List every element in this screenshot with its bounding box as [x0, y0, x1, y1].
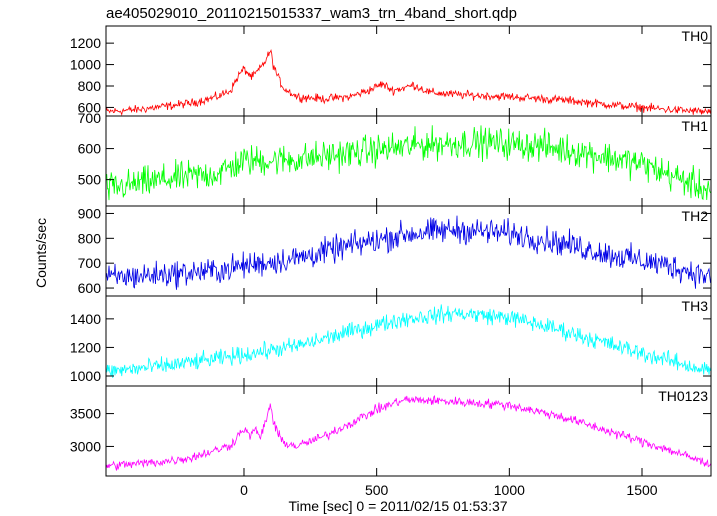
x-axis-label: Time [sec] 0 = 2011/02/15 01:53:37	[288, 498, 507, 514]
panel-label-th1: TH1	[682, 118, 709, 134]
panel-th0: 600 800 1000 1200 700 TH0	[70, 25, 712, 126]
y-tick-label: 1000	[70, 57, 101, 73]
y-tick-label: 800	[78, 230, 102, 246]
panel-th0123: 3000 3500 TH0123	[70, 385, 712, 477]
y-tick-label: 3000	[70, 438, 101, 454]
y-tick-label: 500	[78, 172, 102, 188]
y-tick-label: 600	[78, 99, 102, 115]
panel-frame	[105, 385, 712, 477]
series-th2	[106, 215, 711, 290]
x-tick-label: 1500	[626, 482, 657, 498]
x-axis: 0 500 1000 1500	[240, 482, 658, 498]
panel-th1: 500 600 TH1	[78, 115, 712, 207]
y-tick-label: 700	[78, 110, 102, 126]
x-tick-label: 1000	[494, 482, 525, 498]
chart-title: ae405029010_20110215015337_wam3_trn_4ban…	[106, 5, 517, 22]
y-tick-label: 1400	[70, 311, 101, 327]
series-th0	[106, 49, 711, 116]
panel-label-th2: TH2	[682, 208, 709, 224]
panel-th2: 600 700 800 900 TH2	[78, 205, 712, 297]
y-tick-label: 900	[78, 205, 102, 221]
panel-frame	[105, 205, 712, 297]
x-tick-label: 500	[365, 482, 389, 498]
series-th3	[106, 304, 711, 379]
y-tick-label: 1200	[70, 339, 101, 355]
panel-label-th0: TH0	[682, 28, 709, 44]
panel-th3: 1000 1200 1400 TH3	[70, 295, 712, 387]
y-tick-label: 800	[78, 78, 102, 94]
y-tick-label: 3500	[70, 406, 101, 422]
y-tick-label: 1000	[70, 368, 101, 384]
y-tick-label: 600	[78, 280, 102, 296]
series-th1	[106, 125, 711, 201]
panel-label-th3: TH3	[682, 298, 709, 314]
y-axis-label: Counts/sec	[33, 218, 49, 288]
y-tick-label: 1200	[70, 35, 101, 51]
panel-label-th0123: TH0123	[658, 388, 708, 404]
panels: 60080010001200700TH0500600TH160070080090…	[70, 25, 712, 477]
panel-frame	[105, 115, 712, 207]
series-th0123	[106, 395, 711, 471]
y-tick-label: 600	[78, 141, 102, 157]
y-tick-label: 700	[78, 255, 102, 271]
x-tick-label: 0	[240, 482, 248, 498]
